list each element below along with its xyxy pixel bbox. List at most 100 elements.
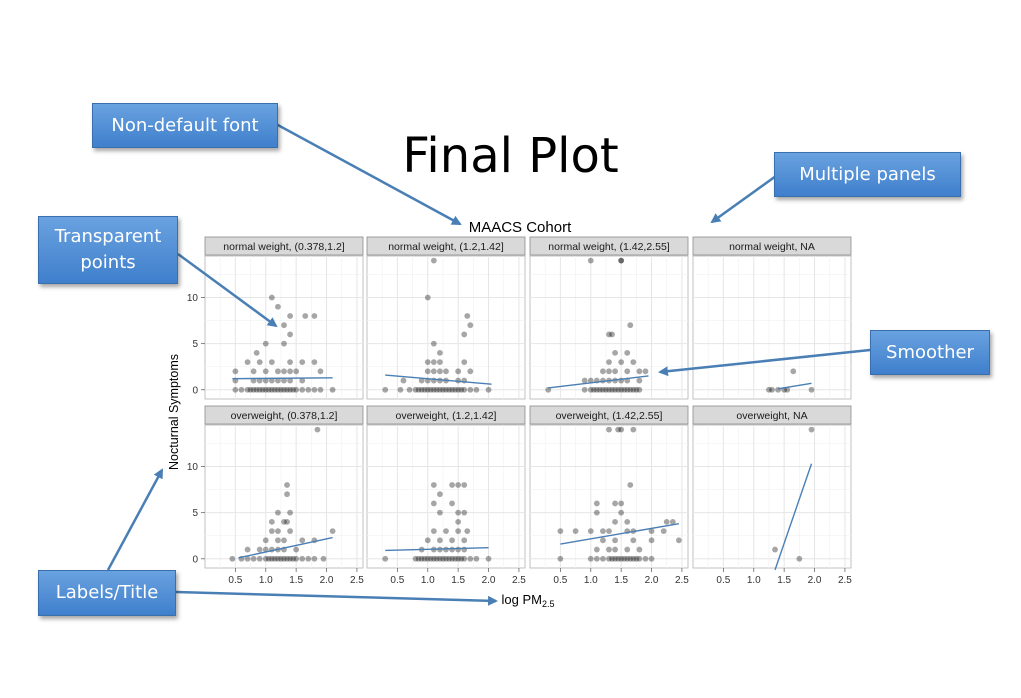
data-point (262, 368, 269, 375)
data-point (430, 386, 437, 393)
data-point (293, 386, 300, 393)
data-point (642, 555, 649, 562)
data-point (311, 386, 318, 393)
data-point (455, 555, 462, 562)
data-point (612, 537, 618, 544)
data-point (415, 555, 422, 562)
data-point (244, 386, 251, 393)
data-point (624, 386, 631, 393)
data-point (630, 359, 637, 365)
data-point (329, 386, 336, 393)
data-point (418, 555, 425, 562)
data-point (593, 546, 600, 553)
data-point (265, 555, 272, 562)
data-point (238, 386, 245, 393)
data-point (775, 386, 781, 393)
data-point (287, 331, 293, 338)
panel-area (692, 255, 852, 400)
data-point (262, 386, 269, 393)
data-point (424, 368, 431, 375)
data-point (314, 426, 321, 433)
data-point (287, 528, 293, 534)
x-tick-label: 1.0 (747, 575, 761, 586)
data-point (329, 528, 336, 534)
x-tick-label: 2.5 (350, 575, 364, 586)
data-point (421, 555, 428, 562)
data-point (320, 555, 327, 562)
data-point (446, 386, 452, 393)
panel-strip (529, 236, 689, 256)
data-point (311, 555, 318, 562)
panel-area (529, 255, 689, 400)
panel-strip-label: overweight, NA (736, 410, 807, 422)
data-point (284, 386, 290, 393)
data-point (627, 482, 634, 488)
data-point (485, 386, 492, 393)
data-point (630, 386, 637, 393)
data-point (275, 303, 281, 310)
data-point (268, 528, 275, 534)
data-point (606, 426, 612, 433)
data-point (430, 340, 437, 347)
panel-area (529, 424, 689, 569)
data-point (636, 546, 643, 553)
data-point (299, 537, 306, 544)
data-point (452, 555, 459, 562)
data-point (624, 518, 631, 525)
data-point (660, 528, 667, 534)
data-point (256, 386, 263, 393)
data-point (618, 257, 625, 264)
data-point (609, 331, 615, 338)
data-point (424, 294, 431, 301)
data-point (281, 555, 287, 562)
data-point (590, 386, 597, 393)
data-point (311, 313, 318, 319)
data-point (624, 368, 631, 375)
data-point (415, 386, 422, 393)
data-point (281, 340, 287, 347)
panel-strip-label: normal weight, (1.42,2.55] (548, 241, 669, 253)
data-point (796, 555, 803, 562)
data-point (461, 555, 468, 562)
data-point (284, 491, 290, 498)
data-point (455, 528, 462, 534)
y-tick-label: 5 (192, 508, 198, 519)
data-point (317, 368, 324, 375)
data-point (437, 555, 443, 562)
data-point (290, 555, 297, 562)
data-point (268, 294, 275, 301)
data-point (250, 555, 257, 562)
data-point (424, 555, 431, 562)
data-point (621, 386, 628, 393)
data-point (299, 555, 306, 562)
data-point (603, 386, 609, 393)
panel-strip-label: overweight, (1.2,1.42] (396, 410, 497, 422)
data-point (612, 349, 618, 356)
data-point (424, 386, 431, 393)
data-point (600, 555, 606, 562)
data-point (790, 368, 797, 375)
data-point (250, 386, 257, 393)
callout-labels-title: Labels/Title (38, 570, 176, 616)
data-point (418, 377, 425, 384)
data-point (449, 555, 455, 562)
data-point (636, 368, 643, 375)
panel-8: overweight, NA 0.5 1.0 1.5 2.0 2.5 (692, 405, 852, 586)
data-point (305, 555, 312, 562)
data-point (293, 555, 300, 562)
data-point (648, 537, 655, 544)
data-point (612, 368, 618, 375)
data-point (455, 386, 462, 393)
data-point (587, 386, 594, 393)
panel-strip (366, 405, 526, 425)
panel-strip (204, 405, 364, 425)
data-point (461, 537, 468, 544)
data-point (244, 555, 251, 562)
data-point (648, 528, 655, 534)
data-point (633, 555, 640, 562)
callout-non-default-font: Non-default font (92, 103, 278, 148)
data-point (287, 359, 293, 365)
data-point (630, 555, 637, 562)
panel-strip (692, 405, 852, 425)
data-point (287, 509, 293, 516)
